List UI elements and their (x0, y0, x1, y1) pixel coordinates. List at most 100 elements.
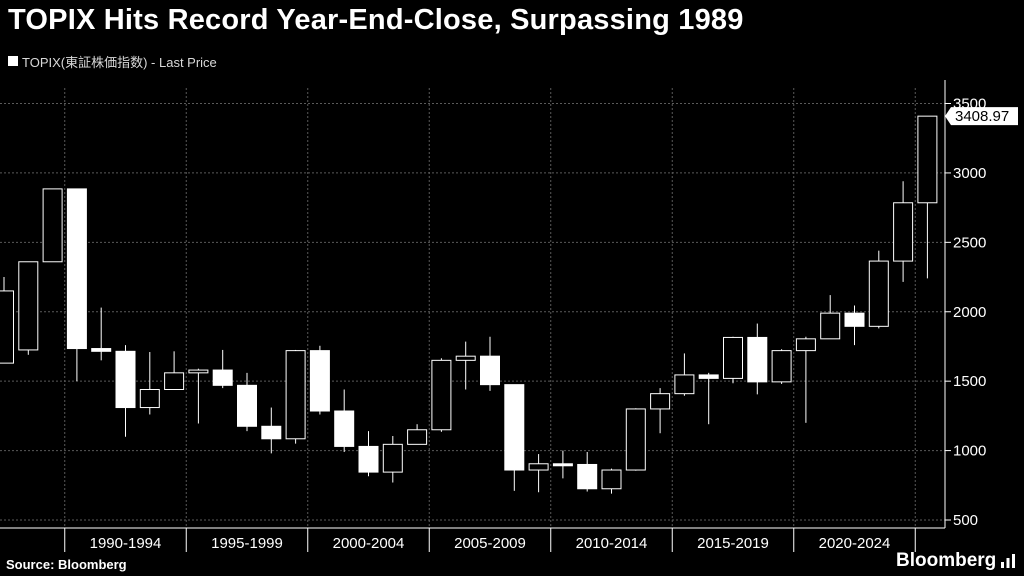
candle-body (382, 443, 403, 473)
candles (0, 115, 938, 494)
legend-label: TOPIX(東証株価指数) - Last Price (22, 54, 217, 70)
candle-2014 (650, 388, 671, 434)
y-tick-label: 1000 (953, 443, 986, 460)
y-tick-label: 3000 (953, 165, 986, 182)
candle-body (285, 350, 306, 440)
candle-2012 (601, 468, 622, 494)
candle-1997 (237, 372, 257, 432)
candle-body (893, 202, 914, 262)
x-tick-label: 2015-2019 (697, 535, 769, 552)
y-tick-label: 2500 (953, 234, 986, 251)
candle-body (795, 338, 816, 352)
candle-body (504, 384, 525, 471)
candle-body (577, 463, 598, 490)
chart-title: TOPIX Hits Record Year-End-Close, Surpas… (8, 4, 744, 36)
bloomberg-logo: Bloomberg (896, 550, 1016, 572)
candle-2024 (893, 181, 914, 282)
candle-2021 (820, 295, 841, 340)
candle-body (309, 350, 330, 412)
candle-2002 (358, 431, 379, 477)
candle-body (625, 408, 646, 471)
candle-2005 (431, 358, 452, 432)
candle-body (237, 384, 257, 427)
x-tick-label: 2020-2024 (819, 535, 891, 552)
candle-1994 (164, 351, 185, 390)
candle-body (66, 188, 87, 350)
candle-body (601, 469, 622, 490)
candle-2011 (577, 451, 598, 492)
candle-body (407, 429, 428, 445)
candle-body (698, 374, 719, 379)
x-tick-label: 1995-1999 (211, 535, 283, 552)
candle-2022 (844, 305, 865, 346)
logo-text: Bloomberg (896, 550, 997, 571)
candle-2013 (625, 408, 646, 471)
candle-body (552, 463, 573, 467)
candle-2000 (309, 345, 330, 415)
candle-body (868, 260, 889, 327)
candle-2003 (382, 436, 403, 483)
legend-swatch (8, 56, 18, 66)
candle-2006 (455, 341, 476, 390)
candle-body (820, 312, 841, 340)
candle-body (139, 388, 160, 409)
source-note: Source: Bloomberg (6, 557, 127, 572)
x-tick-label: 2000-2004 (333, 535, 405, 552)
candle-body (747, 336, 768, 383)
candle-2007 (480, 336, 500, 391)
candle-2015 (674, 353, 695, 396)
x-tick-label: 2010-2014 (576, 535, 648, 552)
last-price-label: 3408.97 (945, 107, 1018, 126)
candle-2019 (771, 349, 792, 384)
candle-body (18, 261, 39, 351)
candle-body (0, 290, 14, 364)
candle-2017 (723, 336, 743, 384)
candle-body (212, 369, 233, 386)
y-tick-label: 500 (953, 512, 978, 529)
last-price-tag (945, 107, 1018, 126)
candle-body (42, 188, 63, 263)
candle-2020 (795, 336, 816, 423)
candle-2018 (747, 323, 768, 395)
y-tick-label: 1500 (953, 373, 986, 390)
candle-body (844, 312, 865, 327)
candle-1999 (285, 349, 306, 444)
candle-2001 (334, 389, 355, 452)
candle-body (771, 350, 792, 383)
x-tick-label: 1990-1994 (90, 535, 162, 552)
candle-2016 (698, 372, 719, 425)
candle-body (431, 359, 452, 431)
candle-body (164, 372, 185, 390)
candle-1991 (91, 307, 112, 361)
candle-body (358, 445, 379, 473)
candle-body (334, 410, 355, 447)
candle-body (528, 463, 549, 471)
candle-1995 (188, 368, 209, 424)
last-price-value: 3408.97 (955, 108, 1009, 125)
candle-2023 (868, 250, 889, 329)
x-tick-label: 2005-2009 (454, 535, 526, 552)
candle-2004 (407, 424, 428, 445)
candle-1989 (42, 188, 63, 263)
candle-body (674, 374, 695, 395)
candle-body (650, 393, 671, 410)
candle-1998 (261, 407, 282, 454)
grid (0, 88, 945, 528)
candle-2009 (528, 454, 549, 493)
candle-1990 (66, 188, 87, 382)
candle-body (917, 115, 938, 204)
candle-2025 (917, 115, 938, 279)
candle-body (261, 425, 282, 440)
candle-body (455, 355, 476, 361)
candle-body (115, 350, 136, 409)
candle-body (91, 348, 112, 352)
legend: TOPIX(東証株価指数) - Last Price (8, 52, 217, 70)
candle-1988 (18, 261, 39, 355)
candle-1992 (115, 345, 136, 437)
candle-1993 (139, 352, 160, 415)
y-tick-label: 2000 (953, 304, 986, 321)
candle-2010 (552, 450, 573, 479)
candle-body (723, 336, 743, 379)
candle-1996 (212, 349, 233, 389)
